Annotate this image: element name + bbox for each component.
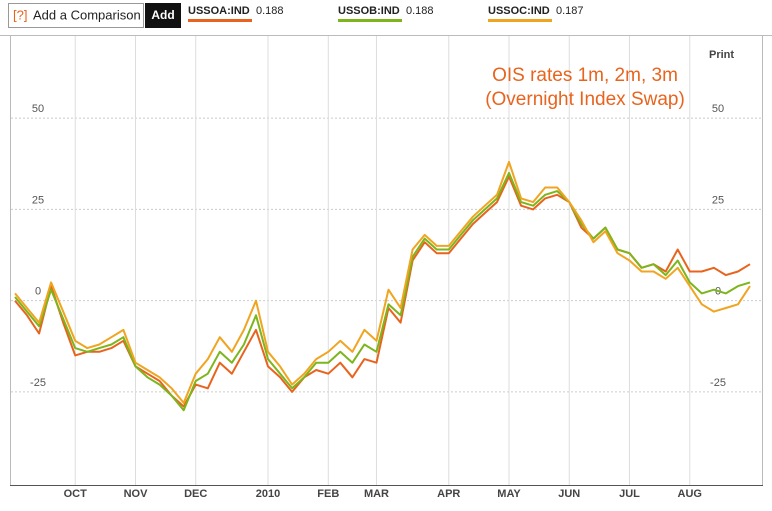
legend-value: 0.187 bbox=[556, 5, 584, 17]
x-tick-label: MAY bbox=[497, 488, 521, 500]
add-button-label: Add bbox=[151, 8, 174, 22]
series-line bbox=[14, 160, 751, 404]
x-tick-label: FEB bbox=[317, 488, 339, 500]
series-line bbox=[14, 171, 751, 412]
y-tick-label: -25 bbox=[30, 377, 46, 389]
x-tick-label: APR bbox=[437, 488, 460, 500]
print-link[interactable]: Print bbox=[709, 49, 734, 61]
chart-title: OIS rates 1m, 2m, 3m bbox=[492, 65, 678, 86]
x-tick-label: 2010 bbox=[256, 488, 280, 500]
x-tick-label: JUN bbox=[558, 488, 580, 500]
y-tick-label: 50 bbox=[32, 103, 44, 115]
comparison-input[interactable] bbox=[8, 3, 144, 28]
legend-name: USSOA:IND bbox=[188, 5, 250, 17]
y-tick-label-right: 25 bbox=[712, 194, 724, 206]
legend-value: 0.188 bbox=[406, 5, 434, 17]
x-tick-label: NOV bbox=[124, 488, 149, 500]
legend-name: USSOB:IND bbox=[338, 5, 400, 17]
x-tick-label: JUL bbox=[619, 488, 640, 500]
x-tick-label: OCT bbox=[64, 488, 88, 500]
y-tick-label-right: 50 bbox=[712, 103, 724, 115]
legend-value: 0.188 bbox=[256, 5, 284, 17]
x-tick-label: DEC bbox=[184, 488, 207, 500]
x-tick-label: AUG bbox=[678, 488, 702, 500]
y-tick-label: 0 bbox=[35, 286, 41, 298]
chart-subtitle: (Overnight Index Swap) bbox=[485, 89, 685, 110]
add-button[interactable] bbox=[145, 3, 181, 28]
comparison-placeholder: Add a Comparison bbox=[33, 7, 141, 22]
legend-name: USSOC:IND bbox=[488, 5, 550, 17]
x-tick-label: MAR bbox=[364, 488, 389, 500]
help-link[interactable]: [?] bbox=[13, 7, 27, 22]
y-tick-label: 25 bbox=[32, 194, 44, 206]
y-tick-label-right: -25 bbox=[710, 377, 726, 389]
